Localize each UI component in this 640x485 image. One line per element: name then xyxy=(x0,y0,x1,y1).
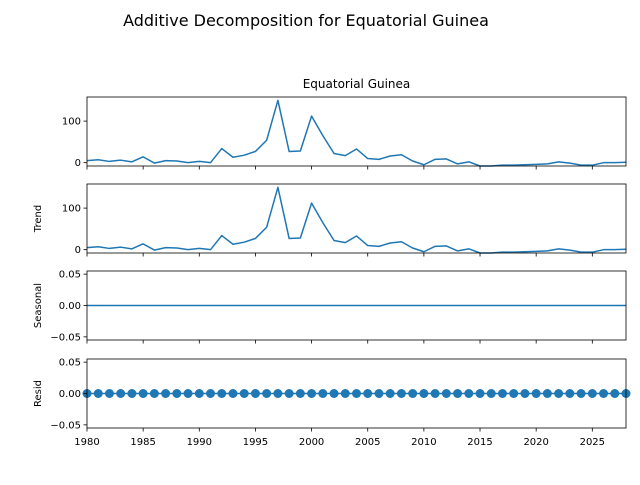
xtick-label: 2000 xyxy=(299,437,324,448)
observed-line xyxy=(86,99,627,167)
panel-seasonal: −0.05 0.00 0.05 Seasonal xyxy=(33,270,627,344)
resid-point xyxy=(295,389,305,398)
observed-ytick-label: 0 xyxy=(75,158,81,169)
xtick-label: 2025 xyxy=(580,437,605,448)
trend-ytick-label: 0 xyxy=(75,245,81,256)
xtick-label: 1995 xyxy=(243,437,268,448)
seasonal-ytick-label: 0.00 xyxy=(59,301,81,312)
resid-point xyxy=(228,389,238,398)
resid-point xyxy=(172,389,182,398)
trend-ytick-label: 100 xyxy=(62,204,81,215)
resid-point xyxy=(340,389,350,398)
xtick-label: 2010 xyxy=(411,437,436,448)
observed-ytick-label: 100 xyxy=(62,117,81,128)
resid-point xyxy=(329,389,339,398)
panel-trend: 0 100 Trend xyxy=(33,183,627,257)
resid-point xyxy=(374,389,384,398)
panel-observed: 0 100 Equatorial Guinea xyxy=(62,77,627,170)
xtick-label: 1980 xyxy=(74,437,99,448)
resid-point xyxy=(116,389,126,398)
resid-point xyxy=(441,389,451,398)
resid-ytick-label: 0.00 xyxy=(59,389,81,400)
seasonal-ytick-label: 0.05 xyxy=(59,270,81,281)
resid-point xyxy=(576,389,586,398)
xtick-label: 2005 xyxy=(355,437,380,448)
figure-title: Additive Decomposition for Equatorial Gu… xyxy=(123,11,489,30)
resid-point xyxy=(161,389,171,398)
panels: 0 100 Equatorial Guinea 0 100 Trend −0.05 0.00 0… xyxy=(33,77,631,448)
resid-point xyxy=(183,389,193,398)
trend-ylabel: Trend xyxy=(33,205,44,233)
seasonal-ytick-label: −0.05 xyxy=(50,332,81,343)
resid-point xyxy=(206,389,216,398)
resid-point xyxy=(587,389,597,398)
resid-point xyxy=(509,389,519,398)
xtick-label: 2020 xyxy=(523,437,548,448)
resid-point xyxy=(284,389,294,398)
resid-point xyxy=(104,389,114,398)
resid-point xyxy=(486,389,496,398)
resid-point xyxy=(464,389,474,398)
resid-point xyxy=(194,389,204,398)
xtick-label: 1990 xyxy=(187,437,212,448)
resid-point xyxy=(239,389,249,398)
resid-point xyxy=(565,389,575,398)
resid-point xyxy=(520,389,530,398)
resid-ylabel: Resid xyxy=(33,380,44,407)
resid-point xyxy=(396,389,406,398)
resid-point xyxy=(307,389,317,398)
resid-point xyxy=(419,389,429,398)
resid-point xyxy=(250,389,260,398)
panel-resid: −0.05 0.00 0.05 1980 1985 1990 1995 2000 2005 201… xyxy=(33,358,631,448)
resid-point xyxy=(352,389,361,398)
resid-point xyxy=(542,389,552,398)
resid-point xyxy=(453,389,463,398)
resid-point xyxy=(262,389,272,398)
observed-axes-frame xyxy=(86,96,627,167)
resid-point xyxy=(497,389,507,398)
resid-point xyxy=(273,389,283,398)
resid-point xyxy=(610,389,620,398)
resid-point xyxy=(127,389,137,398)
trend-axes-frame xyxy=(86,183,627,254)
xtick-label: 2015 xyxy=(467,437,492,448)
resid-point xyxy=(599,389,609,398)
resid-point xyxy=(531,389,541,398)
observed-title: Equatorial Guinea xyxy=(303,77,411,91)
resid-ytick-label: 0.05 xyxy=(59,358,81,369)
resid-point xyxy=(363,389,373,398)
resid-point xyxy=(408,389,418,398)
trend-line xyxy=(86,186,627,254)
resid-point xyxy=(385,389,395,398)
resid-point xyxy=(475,389,485,398)
resid-point xyxy=(430,389,440,398)
resid-point xyxy=(217,389,227,398)
resid-point xyxy=(318,389,328,398)
resid-point xyxy=(149,389,159,398)
resid-point xyxy=(554,389,564,398)
seasonal-ylabel: Seasonal xyxy=(33,283,44,328)
resid-point xyxy=(93,389,103,398)
xtick-label: 1985 xyxy=(130,437,155,448)
resid-point xyxy=(138,389,148,398)
resid-ytick-label: −0.05 xyxy=(50,420,81,431)
